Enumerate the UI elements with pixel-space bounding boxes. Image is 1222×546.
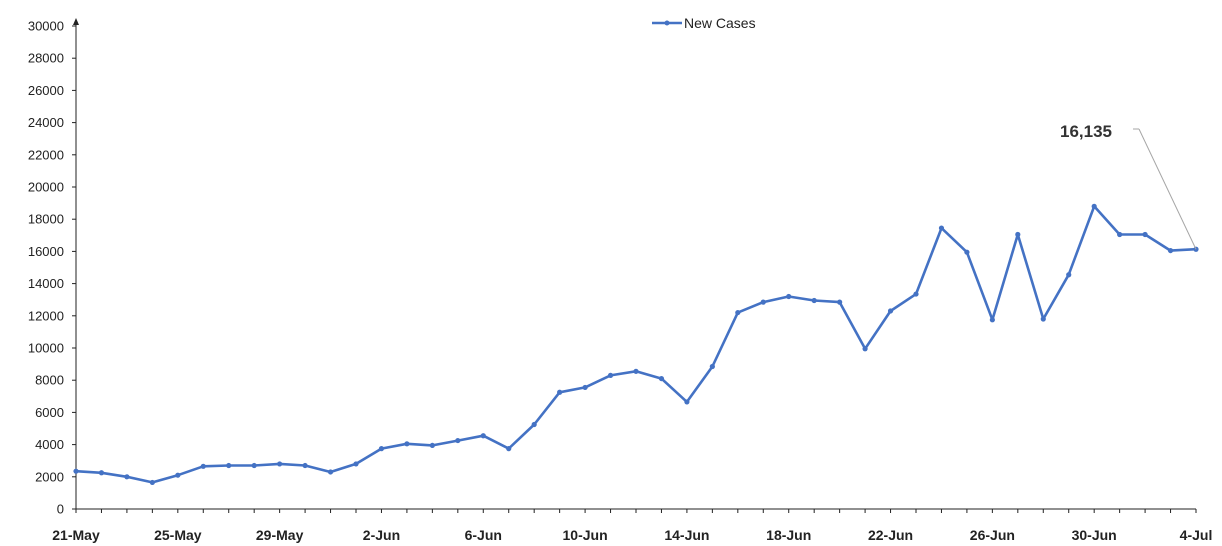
x-tick-label: 29-May <box>256 527 304 543</box>
data-point <box>1066 272 1072 278</box>
x-tick-label: 18-Jun <box>766 527 811 543</box>
y-tick-label: 6000 <box>35 405 64 420</box>
annotation-label: 16,135 <box>1060 122 1112 141</box>
data-point <box>480 433 486 439</box>
x-tick-label: 4-Jul <box>1180 527 1213 543</box>
x-tick-label: 6-Jun <box>465 527 502 543</box>
data-point <box>1142 231 1148 238</box>
data-point <box>1117 231 1123 238</box>
data-point <box>1040 316 1046 322</box>
data-point <box>760 299 766 305</box>
y-tick-label: 18000 <box>28 212 64 227</box>
data-point <box>938 225 945 231</box>
data-point <box>175 472 181 478</box>
data-point <box>862 346 868 352</box>
legend-marker-swatch <box>664 20 670 26</box>
data-label-annotation: 16,135 <box>1060 122 1197 250</box>
data-point <box>887 308 894 314</box>
y-tick-label: 16000 <box>28 244 64 259</box>
data-point <box>506 446 512 452</box>
data-point <box>124 474 130 480</box>
y-tick-label: 14000 <box>28 276 64 291</box>
y-tick-label: 2000 <box>35 469 64 484</box>
data-point <box>557 389 563 395</box>
x-tick-label: 10-Jun <box>563 527 608 543</box>
data-point <box>200 463 206 469</box>
legend-label: New Cases <box>684 15 756 31</box>
legend: New Cases <box>652 15 756 31</box>
y-tick-label: 26000 <box>28 83 64 98</box>
data-point <box>964 249 970 255</box>
data-point <box>811 297 817 304</box>
x-tick-label: 30-Jun <box>1072 527 1117 543</box>
data-point <box>302 462 308 469</box>
data-point <box>378 446 385 452</box>
x-axis: 21-May 25-May 29-May 2-Jun 6-Jun 10-Jun 14-Jun… <box>52 508 1213 543</box>
data-point <box>786 293 792 300</box>
x-tick-label: 2-Jun <box>363 527 400 543</box>
data-point <box>735 309 741 316</box>
x-tick-label: 25-May <box>154 527 202 543</box>
annotation-leader-line <box>1138 128 1197 250</box>
data-point <box>404 441 410 447</box>
data-point <box>98 470 105 476</box>
series-line <box>75 205 1197 484</box>
series-new-cases <box>73 203 1199 486</box>
y-tick-label: 4000 <box>35 437 64 452</box>
data-point <box>837 299 843 305</box>
y-tick-label: 20000 <box>28 180 64 195</box>
data-point <box>531 421 537 428</box>
x-tick-label: 22-Jun <box>868 527 913 543</box>
data-point <box>73 468 79 474</box>
y-tick-label: 24000 <box>28 115 64 130</box>
data-point <box>633 368 639 374</box>
y-tick-label: 12000 <box>28 308 64 323</box>
y-axis-arrow <box>73 18 79 25</box>
data-point <box>1015 231 1021 238</box>
y-tick-label: 30000 <box>28 19 64 34</box>
y-axis: 0 2000 4000 6000 8000 10000 12000 14000 16000 180… <box>28 18 79 517</box>
data-point <box>251 462 257 469</box>
data-point <box>684 399 690 405</box>
data-point <box>1091 203 1097 209</box>
data-point <box>989 317 995 323</box>
data-point <box>327 469 334 475</box>
y-tick-label: 0 <box>57 502 64 517</box>
data-point <box>353 461 359 467</box>
x-tick-label: 21-May <box>52 527 100 543</box>
y-tick-label: 22000 <box>28 147 64 162</box>
data-point <box>277 461 283 467</box>
data-point <box>226 462 232 469</box>
data-point <box>455 437 461 444</box>
x-tick-label: 14-Jun <box>664 527 709 543</box>
y-tick-label: 28000 <box>28 51 64 66</box>
data-point <box>913 291 919 297</box>
data-point <box>429 442 435 449</box>
data-point <box>1167 247 1174 254</box>
data-point <box>709 363 715 370</box>
data-point <box>658 375 665 382</box>
y-tick-label: 8000 <box>35 373 64 388</box>
data-point <box>149 479 155 486</box>
data-point <box>582 384 588 391</box>
data-point <box>607 372 614 378</box>
y-tick-label: 10000 <box>28 341 64 356</box>
x-tick-label: 26-Jun <box>970 527 1015 543</box>
